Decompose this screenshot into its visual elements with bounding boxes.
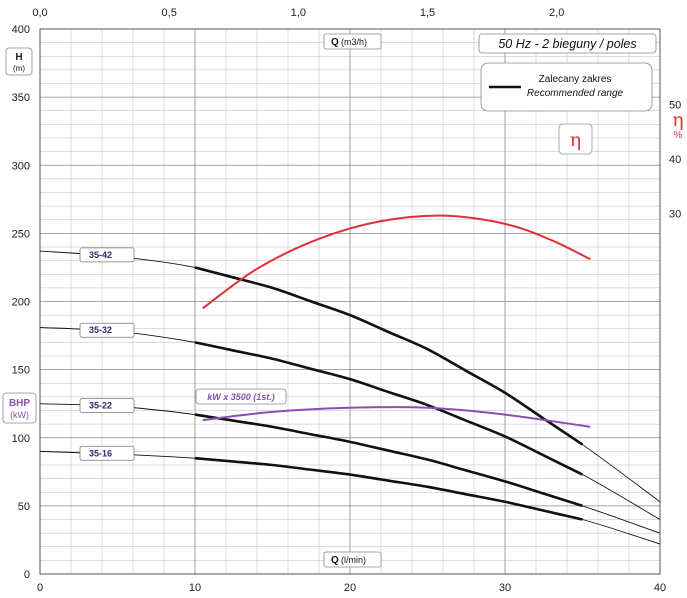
x-tick-label-top: 1,0 [291, 7, 306, 19]
curve-label-box-35-22 [79, 398, 135, 413]
x-axis-bottom-unit: (l/min) [341, 555, 366, 565]
x-tick-label-top: 0,0 [32, 7, 47, 19]
x-axis-bottom-label: Q (l/min) [323, 551, 382, 568]
y-tick-label-left: 200 [12, 297, 30, 309]
head-curve-recommended-35-42 [194, 266, 584, 446]
efficiency-badge: η [558, 123, 593, 155]
curve-label-35-32: 35-32 [89, 325, 112, 335]
x-axis-bottom-title: Q [331, 555, 339, 566]
plot-frame [39, 28, 661, 575]
y-tick-label-left: 350 [12, 92, 30, 104]
head-curve-recommended-35-32 [194, 341, 584, 476]
y-tick-label-left: 250 [12, 228, 30, 240]
y-axis-h-title: H [15, 52, 22, 63]
chart-title: 50 Hz - 2 bieguny / poles [498, 37, 636, 51]
x-tick-label-bottom: 40 [654, 582, 666, 594]
power-curve [202, 406, 591, 428]
y-axis-bhp-title: BHP [9, 398, 30, 409]
legend-label-line2: Recommended range [527, 88, 624, 99]
legend-label-line1: Zalecany zakres [539, 74, 612, 85]
head-curve-recommended-35-16 [194, 456, 583, 521]
curve-label-35-22: 35-22 [89, 401, 112, 411]
x-tick-label-bottom: 0 [37, 582, 43, 594]
y-tick-label-right: 50 [669, 100, 681, 112]
x-axis-bottom-ticks: 0 10 20 30 40 [37, 582, 666, 594]
y-axis-bhp-unit: (kW) [10, 410, 29, 420]
curve-label-35-16: 35-16 [89, 448, 112, 458]
x-axis-top-title: Q [331, 37, 339, 48]
x-tick-label-bottom: 30 [499, 582, 511, 594]
y-axis-eta-unit: % [674, 130, 683, 141]
chart-title-box: 50 Hz - 2 bieguny / poles [478, 33, 657, 54]
y-axis-label-bhp: BHP (kW) [2, 392, 37, 424]
y-tick-label-left: 300 [12, 160, 30, 172]
x-axis-top-unit: (m3/h) [341, 37, 367, 47]
curve-label-box-35-42 [79, 247, 135, 263]
x-tick-label-top: 0,5 [162, 7, 177, 19]
x-tick-label-bottom: 20 [344, 582, 356, 594]
y-axis-h-unit: (m) [13, 64, 25, 73]
curve-labels: 35-42 35-32 35-22 35-16 [79, 247, 135, 461]
curve-label-box-35-32 [79, 322, 135, 338]
y-axis-eta-symbol: η [672, 109, 683, 131]
y-axis-label-h: H (m) [5, 47, 33, 76]
y-axis-right-label: η % [672, 109, 683, 141]
y-tick-label-left: 150 [12, 365, 30, 377]
power-curve-label: kW x 3500 (1st.) [207, 392, 275, 402]
power-curve-label-box: kW x 3500 (1st.) [195, 388, 287, 405]
y-tick-label-left: 0 [24, 569, 30, 581]
x-tick-label-bottom: 10 [189, 582, 201, 594]
x-axis-top-ticks: 0,0 0,5 1,0 1,5 2,0 [32, 7, 564, 19]
x-tick-label-top: 1,5 [420, 7, 435, 19]
x-axis-top-label: Q (m3/h) [323, 33, 382, 50]
head-curves [39, 250, 661, 545]
y-tick-label-right: 40 [669, 154, 681, 166]
x-tick-label-top: 2,0 [549, 7, 564, 19]
curve-label-box-35-16 [79, 445, 135, 461]
curve-label-35-42: 35-42 [89, 250, 112, 260]
y-tick-label-left: 400 [12, 24, 30, 36]
efficiency-curve [202, 214, 591, 310]
y-tick-label-right: 30 [669, 209, 681, 221]
y-tick-label-left: 100 [12, 433, 30, 445]
efficiency-badge-symbol: η [570, 129, 581, 151]
y-axis-left-ticks: 0 50 100 150 200 250 300 350 400 [12, 24, 30, 581]
legend: Zalecany zakres Recommended range [480, 62, 653, 112]
head-curve-recommended-35-22 [194, 413, 583, 508]
y-tick-label-left: 50 [18, 501, 30, 513]
y-axis-right-ticks: 30 40 50 [669, 100, 681, 221]
chart-grid [39, 28, 661, 575]
